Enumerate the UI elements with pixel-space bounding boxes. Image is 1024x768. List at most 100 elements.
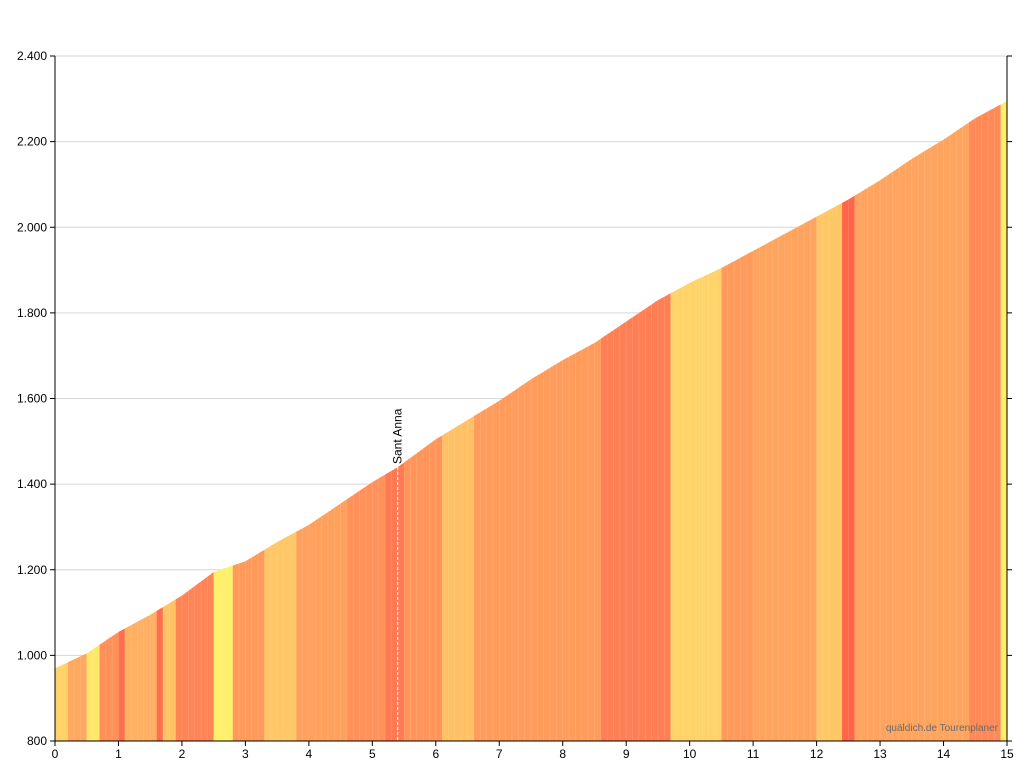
profile-bar bbox=[248, 557, 253, 741]
profile-bar bbox=[223, 567, 227, 741]
profile-bar bbox=[956, 128, 960, 741]
x-tick-label: 3 bbox=[242, 747, 249, 761]
profile-bar bbox=[692, 279, 697, 741]
profile-bar bbox=[775, 237, 779, 742]
profile-bar bbox=[699, 276, 703, 741]
profile-bar bbox=[880, 178, 884, 741]
profile-bar bbox=[96, 644, 100, 741]
profile-bar bbox=[556, 361, 560, 741]
profile-bar bbox=[600, 336, 605, 741]
profile-bar bbox=[496, 400, 500, 741]
profile-bar bbox=[242, 561, 246, 741]
profile-bar bbox=[978, 114, 983, 741]
profile-bar bbox=[286, 535, 291, 741]
profile-bar bbox=[197, 581, 202, 741]
profile-bar bbox=[803, 221, 808, 741]
profile-bar bbox=[178, 595, 183, 741]
profile-bar bbox=[397, 464, 402, 741]
profile-bar bbox=[826, 209, 830, 741]
profile-bar bbox=[845, 199, 849, 741]
profile-bar bbox=[400, 462, 405, 741]
profile-bar bbox=[423, 446, 427, 741]
profile-bar bbox=[543, 369, 548, 741]
profile-bar bbox=[334, 505, 338, 741]
x-tick-label: 13 bbox=[873, 747, 887, 761]
watermark-text: quäldich.de Tourenplaner bbox=[886, 723, 999, 734]
profile-bar bbox=[959, 126, 963, 741]
profile-bar bbox=[851, 195, 856, 742]
x-tick-label: 14 bbox=[937, 747, 951, 761]
profile-bar bbox=[569, 354, 573, 741]
y-tick-label: 800 bbox=[27, 734, 47, 748]
profile-bar bbox=[718, 267, 722, 741]
profile-bar bbox=[800, 223, 805, 742]
profile-bar bbox=[635, 312, 640, 741]
profile-bar bbox=[788, 230, 792, 741]
profile-bar bbox=[61, 663, 65, 741]
profile-bar bbox=[327, 509, 332, 741]
profile-bar bbox=[321, 514, 326, 741]
profile-bar bbox=[102, 640, 107, 741]
profile-bar bbox=[686, 282, 691, 741]
profile-bar bbox=[432, 439, 437, 741]
profile-bar bbox=[410, 455, 414, 741]
profile-bar bbox=[553, 363, 557, 741]
profile-bar bbox=[388, 470, 392, 741]
profile-bar bbox=[232, 564, 237, 741]
profile-bar bbox=[638, 310, 643, 741]
profile-bar bbox=[756, 247, 760, 741]
profile-bar bbox=[648, 304, 652, 741]
profile-bar bbox=[470, 416, 475, 741]
profile-bar bbox=[597, 338, 602, 741]
profile-bar bbox=[613, 327, 618, 741]
profile-bar bbox=[721, 266, 725, 741]
profile-bar bbox=[918, 152, 922, 741]
profile-bar bbox=[657, 298, 662, 741]
profile-bar bbox=[64, 662, 69, 741]
profile-bar bbox=[705, 273, 710, 741]
profile-bar bbox=[283, 536, 288, 741]
profile-bar bbox=[518, 385, 522, 741]
profile-bar bbox=[594, 340, 599, 741]
profile-bar bbox=[578, 349, 583, 741]
profile-bar bbox=[331, 507, 335, 741]
profile-bar bbox=[381, 474, 386, 741]
x-tick-label: 4 bbox=[306, 747, 313, 761]
profile-bar bbox=[467, 417, 472, 741]
profile-bar bbox=[861, 189, 865, 741]
profile-bar bbox=[876, 180, 881, 741]
profile-bar bbox=[629, 317, 633, 741]
profile-bar bbox=[93, 646, 97, 741]
profile-bar bbox=[870, 184, 875, 741]
profile-bar bbox=[318, 516, 322, 741]
profile-bar bbox=[584, 346, 589, 741]
profile-bar bbox=[616, 325, 621, 741]
profile-bar bbox=[962, 124, 967, 741]
profile-bar bbox=[734, 259, 738, 741]
profile-bar bbox=[80, 654, 84, 741]
profile-bar bbox=[131, 623, 135, 741]
profile-bar bbox=[508, 392, 513, 741]
profile-bar bbox=[797, 225, 802, 741]
profile-bar bbox=[673, 289, 678, 741]
profile-bar bbox=[667, 293, 672, 741]
y-tick-label: 1.400 bbox=[17, 477, 47, 491]
profile-bar bbox=[86, 651, 91, 741]
profile-bar bbox=[696, 278, 700, 741]
profile-bar bbox=[480, 410, 484, 741]
profile-bar bbox=[632, 315, 637, 741]
profile-bar bbox=[702, 275, 706, 741]
profile-bar bbox=[654, 300, 659, 741]
profile-bar bbox=[781, 233, 786, 741]
profile-bar bbox=[829, 207, 833, 741]
profile-bar bbox=[505, 394, 510, 741]
profile-bar bbox=[77, 656, 81, 741]
profile-bar bbox=[296, 529, 300, 741]
profile-bar bbox=[534, 375, 538, 741]
x-tick-label: 11 bbox=[747, 747, 760, 761]
profile-bar bbox=[99, 642, 103, 741]
profile-bar bbox=[689, 281, 694, 741]
y-tick-label: 2.200 bbox=[17, 135, 47, 149]
profile-bar bbox=[531, 377, 535, 741]
profile-bar bbox=[997, 104, 1002, 742]
